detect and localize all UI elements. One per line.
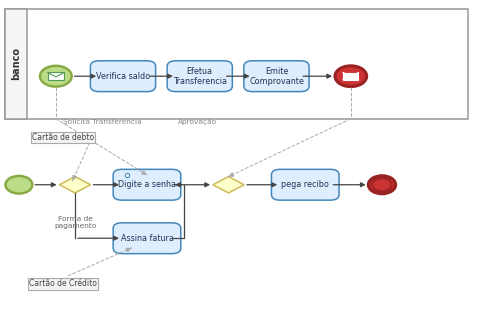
FancyBboxPatch shape: [5, 9, 27, 119]
Text: Solicita Transferencia: Solicita Transferencia: [63, 119, 142, 125]
Polygon shape: [60, 177, 90, 193]
Polygon shape: [213, 177, 243, 193]
FancyBboxPatch shape: [167, 61, 232, 92]
Text: banco: banco: [11, 47, 21, 80]
FancyBboxPatch shape: [90, 61, 156, 92]
Text: Aprovação: Aprovação: [178, 119, 217, 125]
FancyBboxPatch shape: [243, 61, 309, 92]
Text: Cartão de Crédito: Cartão de Crédito: [29, 279, 97, 288]
Circle shape: [368, 176, 395, 194]
FancyBboxPatch shape: [113, 223, 180, 254]
Circle shape: [40, 66, 72, 87]
Text: Emite
Comprovante: Emite Comprovante: [249, 66, 303, 86]
Text: Cartão de debto: Cartão de debto: [32, 133, 94, 142]
FancyBboxPatch shape: [271, 169, 338, 200]
FancyBboxPatch shape: [48, 72, 64, 80]
FancyBboxPatch shape: [5, 9, 468, 119]
Text: Efetua
Transferencia: Efetua Transferencia: [172, 66, 226, 86]
Circle shape: [334, 66, 366, 87]
FancyBboxPatch shape: [343, 73, 358, 80]
Text: Forma de
pagamento: Forma de pagamento: [54, 216, 96, 229]
FancyBboxPatch shape: [113, 169, 180, 200]
Circle shape: [372, 179, 391, 191]
Text: Digite a senha: Digite a senha: [118, 180, 176, 189]
Text: Assina fatura: Assina fatura: [120, 234, 173, 243]
Text: pega recibo: pega recibo: [281, 180, 328, 189]
Circle shape: [5, 176, 32, 194]
Text: Verifica saldo: Verifica saldo: [96, 72, 150, 81]
